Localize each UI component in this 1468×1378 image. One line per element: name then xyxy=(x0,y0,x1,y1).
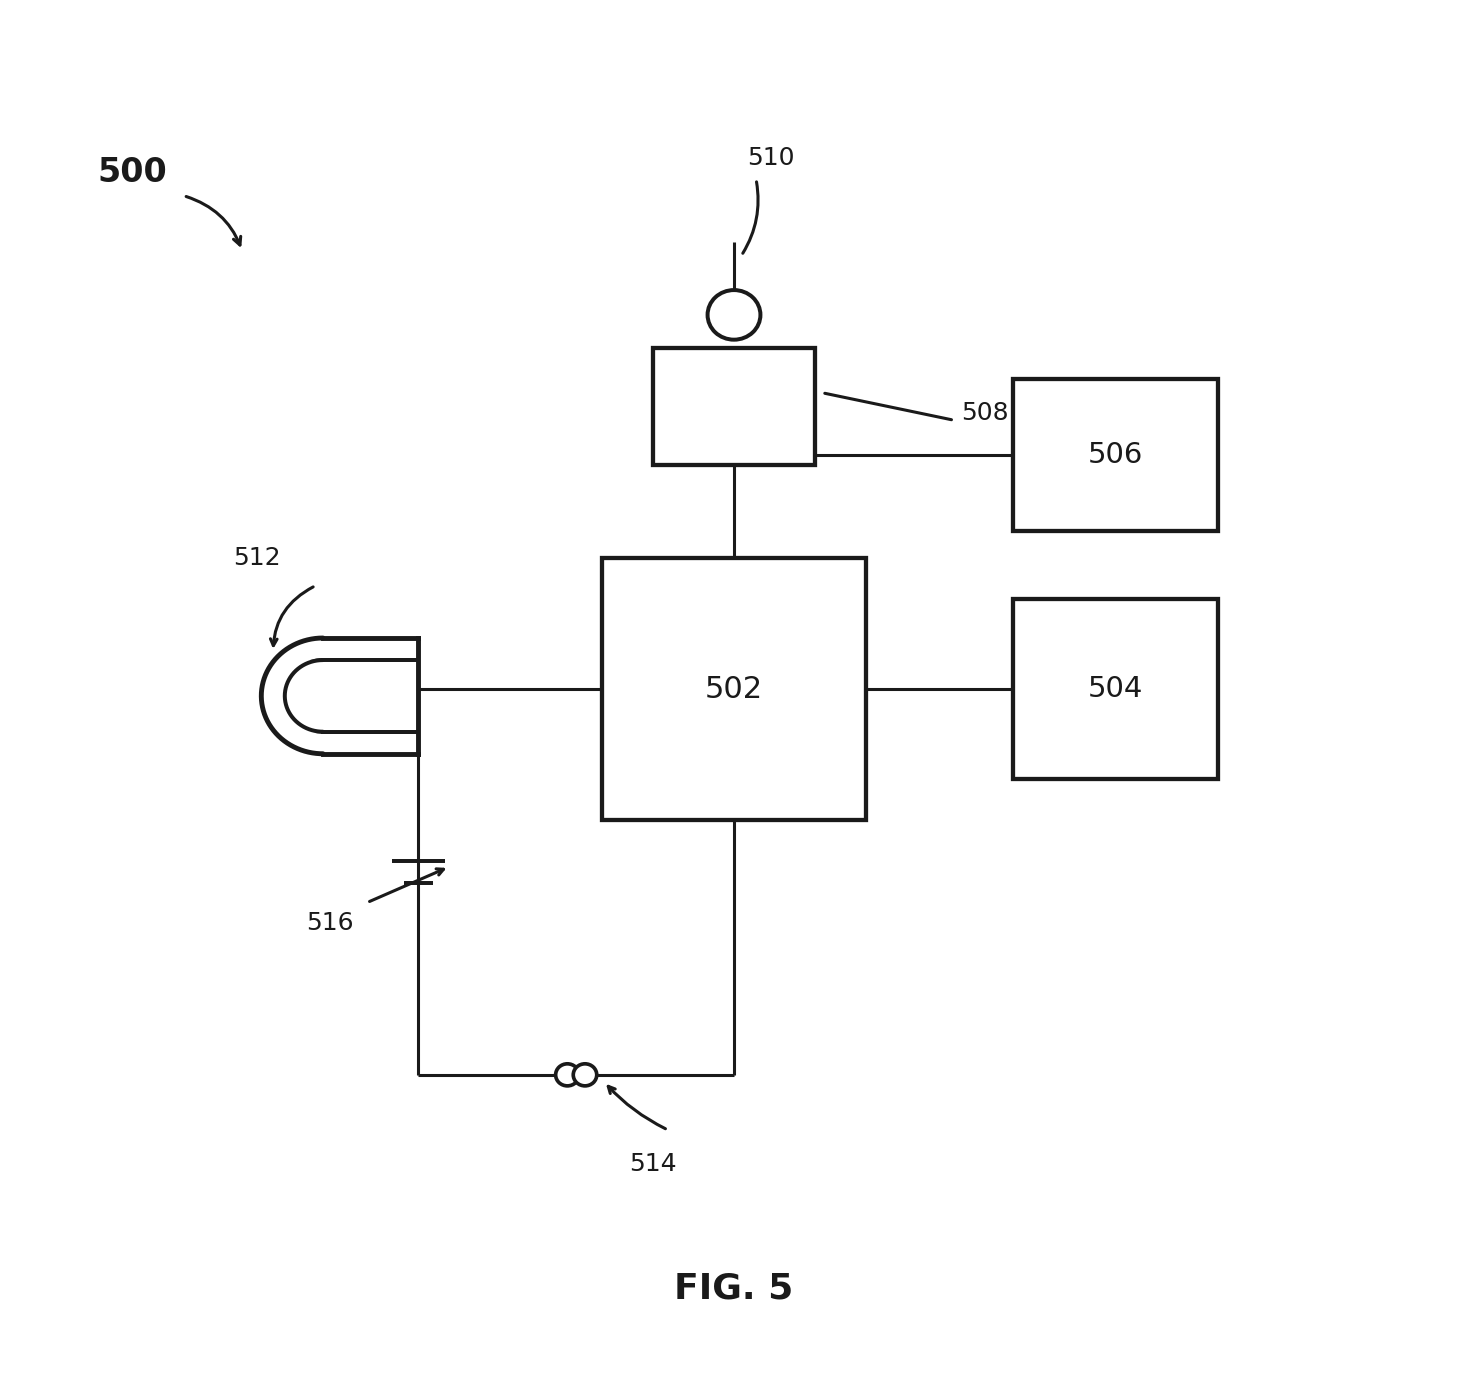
Text: 506: 506 xyxy=(1088,441,1144,469)
Text: 504: 504 xyxy=(1088,675,1144,703)
Text: 500: 500 xyxy=(97,156,167,189)
Circle shape xyxy=(573,1064,596,1086)
Bar xyxy=(1013,379,1218,531)
Bar xyxy=(1013,599,1218,779)
Text: 514: 514 xyxy=(630,1152,677,1177)
Bar xyxy=(282,660,373,732)
Bar xyxy=(602,558,866,820)
Text: 516: 516 xyxy=(307,911,354,936)
Text: 510: 510 xyxy=(747,146,794,171)
Text: 502: 502 xyxy=(705,674,763,704)
Bar xyxy=(653,349,815,466)
Text: FIG. 5: FIG. 5 xyxy=(674,1272,794,1305)
Text: 512: 512 xyxy=(233,546,280,570)
Circle shape xyxy=(708,291,760,340)
Circle shape xyxy=(555,1064,578,1086)
Text: 508: 508 xyxy=(962,401,1009,426)
